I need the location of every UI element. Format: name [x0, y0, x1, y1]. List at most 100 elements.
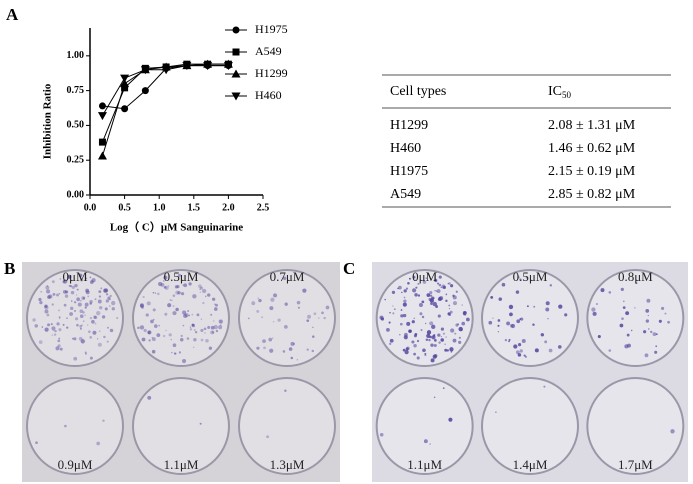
- colony: [88, 330, 91, 334]
- colony: [442, 387, 445, 389]
- colony: [58, 317, 61, 320]
- point: [97, 151, 107, 160]
- colony: [534, 348, 539, 353]
- colony: [643, 330, 647, 334]
- point: [161, 66, 171, 75]
- colony: [403, 299, 407, 303]
- table-cell: 2.85 ± 0.82 μM: [548, 187, 636, 202]
- colony: [438, 275, 442, 279]
- colony: [44, 327, 49, 332]
- colony: [269, 306, 274, 311]
- colony: [64, 294, 69, 298]
- colony: [412, 288, 417, 293]
- colony: [437, 297, 442, 301]
- colony: [84, 352, 88, 355]
- colony: [258, 298, 262, 303]
- colony: [386, 327, 390, 332]
- colony: [174, 285, 179, 289]
- colony: [406, 321, 411, 326]
- colony: [152, 308, 156, 312]
- colony: [109, 294, 112, 298]
- colony: [215, 303, 219, 307]
- colony: [139, 325, 145, 330]
- colony: [414, 293, 418, 297]
- colony: [107, 326, 110, 329]
- point: [121, 105, 129, 113]
- colony: [266, 435, 269, 439]
- colony: [207, 293, 211, 297]
- colony: [79, 309, 84, 314]
- well-label: 1.3μM: [270, 457, 305, 472]
- colony: [545, 307, 550, 312]
- colony: [108, 305, 111, 307]
- colony: [437, 314, 441, 318]
- colony: [440, 286, 442, 289]
- table-header: Cell types: [390, 84, 446, 99]
- colony: [430, 358, 435, 363]
- colony: [419, 312, 423, 316]
- colony: [171, 299, 173, 301]
- colony: [646, 298, 651, 303]
- y-tick-label: 0.25: [67, 155, 85, 166]
- colony: [413, 344, 417, 348]
- colony: [75, 294, 78, 296]
- colony: [51, 334, 54, 336]
- colony: [73, 356, 78, 361]
- colony: [519, 318, 522, 320]
- colony: [460, 329, 463, 332]
- colony: [212, 297, 216, 301]
- colony: [78, 336, 83, 341]
- well-label: 1.4μM: [513, 457, 548, 472]
- colony: [297, 306, 300, 309]
- colony: [440, 336, 443, 338]
- colony: [647, 314, 649, 317]
- colony: [58, 337, 61, 340]
- colony: [435, 280, 437, 282]
- colony: [150, 319, 154, 324]
- colony: [188, 314, 191, 317]
- colony: [214, 307, 218, 311]
- point: [140, 66, 150, 75]
- colony: [84, 302, 89, 307]
- colony: [508, 340, 510, 343]
- well-label: 0μM: [62, 269, 87, 284]
- colony: [608, 291, 612, 294]
- colony: [46, 285, 49, 287]
- header-text: IC: [548, 84, 562, 99]
- colony: [592, 311, 597, 316]
- colony: [296, 359, 299, 361]
- colony: [76, 288, 79, 291]
- colony: [40, 290, 43, 293]
- colony: [87, 295, 90, 298]
- colony: [89, 336, 93, 339]
- colony: [99, 305, 103, 310]
- colony: [379, 315, 384, 320]
- colony: [547, 317, 549, 320]
- colony: [55, 346, 60, 351]
- colony: [452, 301, 458, 306]
- table-cell: 1.46 ± 0.62 μM: [548, 141, 636, 156]
- colony: [59, 278, 62, 280]
- colony: [431, 324, 436, 329]
- colony: [34, 324, 39, 328]
- colony: [447, 282, 449, 285]
- colony: [302, 288, 307, 293]
- colony: [157, 292, 160, 296]
- colony: [78, 273, 83, 277]
- colony: [199, 286, 204, 290]
- colony: [73, 301, 77, 304]
- colony: [458, 336, 461, 339]
- colony: [448, 308, 451, 310]
- colony: [391, 290, 396, 295]
- point: [231, 92, 241, 101]
- point: [141, 87, 149, 95]
- colony: [625, 311, 630, 316]
- line: [101, 63, 229, 157]
- x-tick-label: 0.5: [118, 202, 131, 213]
- well: [132, 377, 230, 475]
- colony: [50, 323, 53, 326]
- colony: [102, 419, 105, 422]
- colony: [392, 305, 394, 307]
- colony: [532, 323, 535, 326]
- colony: [189, 328, 193, 331]
